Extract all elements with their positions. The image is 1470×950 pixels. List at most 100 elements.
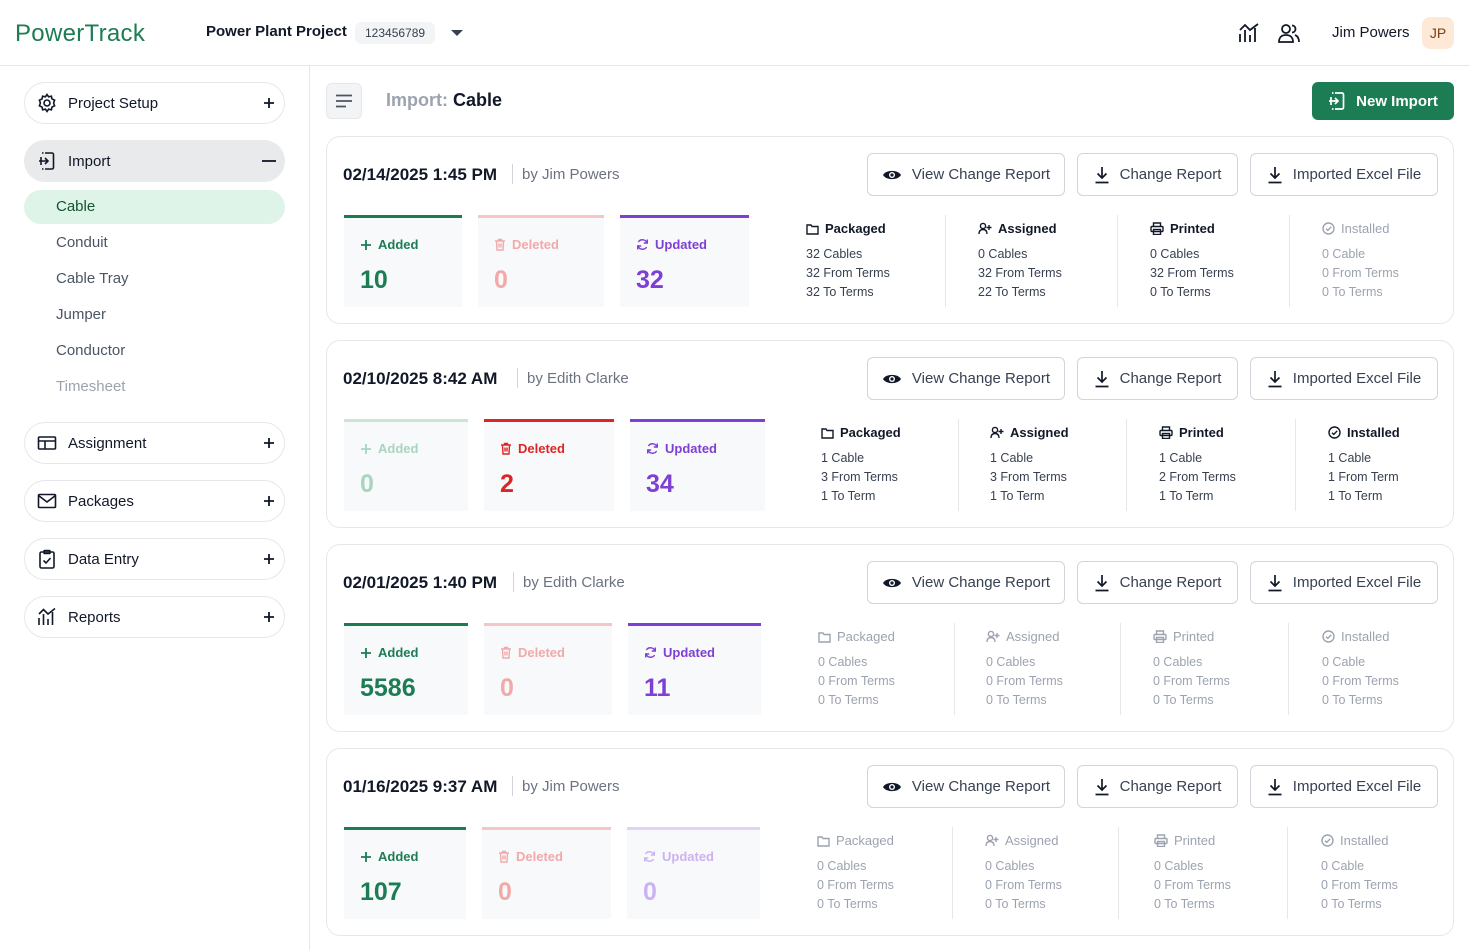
- sidebar-item-cable-tray[interactable]: Cable Tray: [56, 270, 129, 287]
- updated-stat: Updated 11: [628, 623, 761, 715]
- sidebar-data-entry[interactable]: Data Entry: [24, 538, 285, 580]
- column-divider: [1289, 215, 1290, 307]
- change-report-button[interactable]: Change Report: [1077, 561, 1238, 604]
- packaged-row: 0 From Terms: [818, 674, 895, 688]
- new-import-button[interactable]: New Import: [1312, 82, 1454, 120]
- change-report-button[interactable]: Change Report: [1077, 357, 1238, 400]
- column-divider: [1288, 623, 1289, 715]
- change-report-button[interactable]: Change Report: [1077, 153, 1238, 196]
- installed-row: 0 Cable: [1322, 655, 1366, 669]
- installed-row: 0 From Terms: [1322, 266, 1399, 280]
- sidebar-item-cable[interactable]: Cable: [24, 190, 285, 224]
- installed-heading: Installed: [1322, 629, 1399, 644]
- eye-icon: [882, 168, 912, 182]
- packaged-rows: 32 Cables 32 From Terms 32 To Terms: [806, 245, 890, 302]
- printed-rows: 1 Cable 2 From Terms 1 To Term: [1159, 449, 1236, 506]
- deleted-label: Deleted: [494, 237, 559, 252]
- assignment-icon: [37, 436, 57, 450]
- updated-count: 0: [643, 878, 657, 906]
- chevron-down-icon[interactable]: [449, 27, 465, 39]
- plus-icon[interactable]: [254, 93, 284, 113]
- download-icon: [1094, 778, 1120, 796]
- installed-column: Installed 0 Cable 0 From Terms 0 To Terms: [1321, 833, 1398, 914]
- project-name[interactable]: Power Plant Project: [206, 23, 347, 40]
- reports-icon: [38, 607, 56, 625]
- sidebar-item-conductor[interactable]: Conductor: [56, 342, 126, 359]
- avatar[interactable]: JP: [1422, 17, 1454, 49]
- import-author: by Edith Clarke: [523, 574, 625, 591]
- deleted-label: Deleted: [498, 849, 563, 864]
- printed-heading: Printed: [1159, 425, 1236, 440]
- printed-row: 0 To Terms: [1153, 693, 1214, 707]
- view-change-report-button[interactable]: View Change Report: [867, 357, 1065, 400]
- column-divider: [945, 215, 946, 307]
- app-logo[interactable]: PowerTrack: [15, 20, 146, 47]
- column-divider: [1120, 623, 1121, 715]
- installed-heading: Installed: [1328, 425, 1400, 440]
- assigned-heading: Assigned: [986, 629, 1063, 644]
- imported-excel-file-button[interactable]: Imported Excel File: [1250, 153, 1438, 196]
- added-label-text: Added: [378, 237, 419, 252]
- import-icon: [1329, 92, 1345, 110]
- imported-excel-file-button[interactable]: Imported Excel File: [1250, 357, 1438, 400]
- printer-icon: [1159, 426, 1179, 439]
- added-count: 107: [360, 878, 402, 906]
- assigned-column: Assigned 0 Cables 32 From Terms 22 To Terms: [978, 221, 1062, 302]
- sidebar-import[interactable]: Import: [24, 140, 285, 182]
- trash-icon: [498, 850, 516, 863]
- clipboard-check-icon: [39, 549, 55, 569]
- assigned-column: Assigned 0 Cables 0 From Terms 0 To Terms: [985, 833, 1062, 914]
- sidebar-project-setup[interactable]: Project Setup: [24, 82, 285, 124]
- user-plus-icon: [990, 426, 1010, 439]
- sidebar-reports[interactable]: Reports: [24, 596, 285, 638]
- plus-icon[interactable]: [254, 607, 284, 627]
- sidebar-label: Reports: [68, 608, 121, 626]
- added-count: 5586: [360, 674, 416, 702]
- installed-rows: 1 Cable 1 From Term 1 To Term: [1328, 449, 1400, 506]
- menu-toggle-button[interactable]: [326, 83, 362, 119]
- plus-icon[interactable]: [254, 491, 284, 511]
- page-title: Import: Cable: [386, 90, 502, 111]
- plus-icon: [360, 443, 378, 455]
- added-label-text: Added: [378, 441, 419, 456]
- sidebar-packages[interactable]: Packages: [24, 480, 285, 522]
- divider: [512, 164, 513, 184]
- users-icon[interactable]: [1278, 22, 1300, 44]
- trash-icon: [500, 646, 518, 659]
- deleted-label-text: Deleted: [518, 441, 565, 456]
- printed-row: 1 To Term: [1159, 489, 1214, 503]
- user-name[interactable]: Jim Powers: [1332, 24, 1410, 41]
- sidebar-item-conduit[interactable]: Conduit: [56, 234, 108, 251]
- installed-row: 0 Cable: [1321, 859, 1365, 873]
- eye-icon: [882, 576, 912, 590]
- view-change-report-button[interactable]: View Change Report: [867, 153, 1065, 196]
- deleted-label-text: Deleted: [516, 849, 563, 864]
- imported-excel-file-button[interactable]: Imported Excel File: [1250, 561, 1438, 604]
- refresh-icon: [643, 850, 662, 863]
- view-change-report-button[interactable]: View Change Report: [867, 561, 1065, 604]
- assigned-row: 0 Cables: [978, 247, 1028, 261]
- minus-icon[interactable]: [254, 151, 284, 171]
- column-divider: [1126, 419, 1127, 511]
- divider: [513, 572, 514, 592]
- packaged-heading: Packaged: [817, 833, 894, 848]
- sidebar-item-jumper[interactable]: Jumper: [56, 306, 107, 323]
- plus-icon[interactable]: [254, 549, 284, 569]
- change-report-button[interactable]: Change Report: [1077, 765, 1238, 808]
- view-change-report-button[interactable]: View Change Report: [867, 765, 1065, 808]
- analytics-icon[interactable]: [1238, 22, 1260, 44]
- imported-excel-file-button[interactable]: Imported Excel File: [1250, 765, 1438, 808]
- eye-icon: [882, 372, 912, 386]
- added-label-text: Added: [378, 849, 419, 864]
- divider: [517, 368, 518, 388]
- assigned-heading: Assigned: [990, 425, 1069, 440]
- plus-icon[interactable]: [254, 433, 284, 453]
- sidebar: Project Setup Import Cable Conduit Cable…: [0, 66, 310, 950]
- download-icon: [1267, 778, 1293, 796]
- sidebar-item-timesheet[interactable]: Timesheet: [56, 378, 126, 395]
- assigned-row: 0 Cables: [986, 655, 1036, 669]
- user-plus-icon: [986, 630, 1006, 643]
- button-label: View Change Report: [911, 574, 1051, 591]
- sidebar-assignment[interactable]: Assignment: [24, 422, 285, 464]
- printed-heading: Printed: [1153, 629, 1230, 644]
